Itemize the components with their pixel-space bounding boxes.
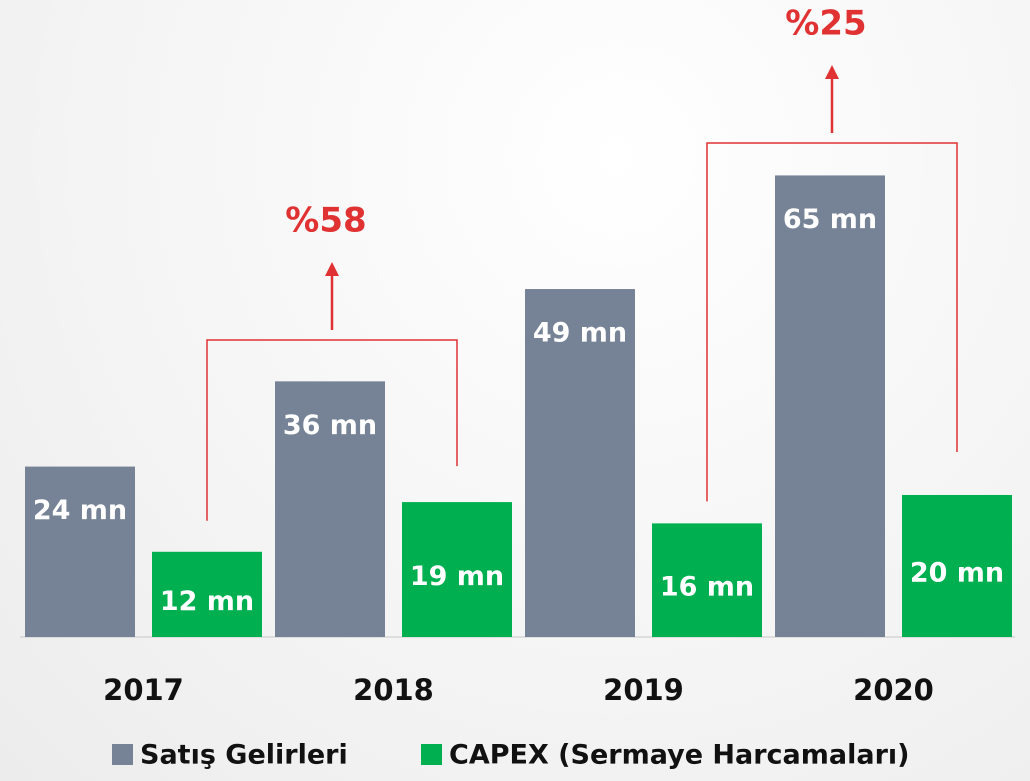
- data-label: 24 mn: [33, 495, 127, 526]
- data-label: 65 mn: [783, 204, 877, 235]
- x-tick-label: 2017: [103, 673, 184, 707]
- bar: [152, 551, 262, 637]
- arrow-head: [825, 65, 839, 79]
- bracket: [206, 339, 458, 521]
- annotation: %58: [285, 201, 366, 241]
- bar: [25, 466, 135, 637]
- x-tick-label: 2020: [853, 673, 934, 707]
- bar: [652, 523, 762, 637]
- bar: [902, 494, 1012, 637]
- data-label: 36 mn: [283, 410, 377, 441]
- data-label: 19 mn: [410, 561, 504, 592]
- data-label: 20 mn: [910, 557, 1004, 588]
- bar: [275, 381, 385, 637]
- legend-label: CAPEX (Sermaye Harcamaları): [449, 740, 910, 771]
- legend-swatch: [112, 744, 133, 765]
- annotation: %25: [785, 4, 866, 44]
- data-label: 49 mn: [533, 318, 627, 349]
- legend-swatch: [421, 744, 442, 765]
- bracket: [706, 142, 958, 502]
- x-tick-label: 2019: [603, 673, 684, 707]
- x-tick-label: 2018: [353, 673, 434, 707]
- data-label: 12 mn: [160, 586, 254, 617]
- bar: [525, 289, 635, 637]
- data-label: 16 mn: [660, 572, 754, 603]
- arrow-head: [325, 262, 339, 276]
- bar: [402, 502, 512, 637]
- bar: [775, 175, 885, 637]
- legend-label: Satış Gelirleri: [140, 740, 348, 771]
